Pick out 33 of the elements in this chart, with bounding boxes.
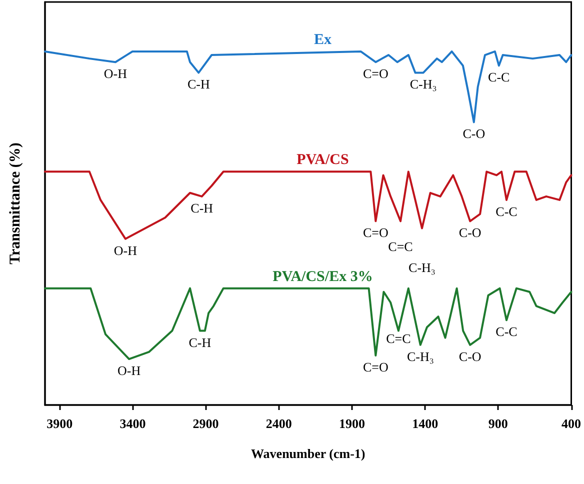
annotation: C-O [462,126,486,142]
annotation: C-O [458,225,482,240]
x-tick-label: 400 [562,416,581,431]
series-label: PVA/CS/Ex 3% [272,268,373,285]
annotation: C-H₃ [406,348,434,364]
annotation: C=O [362,360,388,375]
x-tick-label: 1900 [338,416,365,431]
annotation: C-H [188,334,212,350]
x-tick-label: 3900 [46,416,73,431]
annotation: C-O [458,348,482,364]
annotation: C-H [190,200,214,216]
annotation: C=C [386,331,411,346]
annotation: C=O [362,225,388,240]
annotation: O-H [114,242,137,258]
annotation: C-H₃ [408,260,436,276]
series-label: PVA/CS [296,152,349,168]
x-tick-label: 2900 [192,416,219,431]
annotation: C-H₃ [410,76,437,92]
annotation: C=C [388,239,413,254]
x-tick-label: 900 [488,416,508,431]
annotation: C-C [496,324,518,340]
annotation: O-H [104,66,128,82]
series-label: Ex [314,32,332,48]
x-tick-label: 3400 [120,416,146,431]
annotation: C-C [488,70,510,85]
x-axis-title: Wavenumber (cm-1) [251,446,366,461]
annotation: C-C [496,204,518,219]
annotation: C-H [187,76,210,92]
y-axis-title: Transmittance (%) [8,142,24,264]
annotation: O-H [118,363,141,378]
annotation: C=O [362,66,388,82]
x-tick-label: 2400 [266,416,292,431]
x-tick-label: 1400 [412,416,438,431]
